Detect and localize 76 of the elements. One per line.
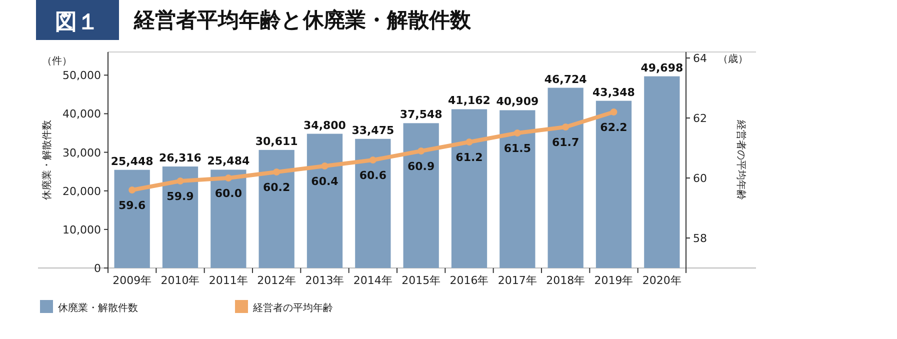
data-label: 60.2 [263,181,290,194]
y-axis-title: 休廃業・解散件数 [41,120,53,200]
point [562,124,570,130]
bar [355,138,391,268]
x-tick-label: 2010年 [160,274,200,287]
data-label: 46,724 [544,72,588,86]
point [176,178,184,184]
x-tick-label: 2016年 [450,274,489,287]
data-label: 25,484 [207,154,250,168]
y2-tick-label: 64 [693,52,707,65]
bar [500,110,536,268]
point [321,162,328,170]
x-tick-label: 2012年 [257,274,296,287]
point [418,148,425,154]
y-tick-label: 20,000 [62,184,101,198]
legend-label: 経営者の平均年齢 [252,302,333,314]
x-tick-label: 2015年 [402,274,441,287]
y2-tick-label: 62 [693,112,707,125]
x-tick-label: 2014年 [353,274,392,287]
bar [403,123,439,268]
point [466,138,473,146]
point [514,130,521,136]
chart-title: 経営者平均年齢と休廃業・解散件数 [133,8,472,32]
data-label: 34,800 [304,118,346,132]
bar [114,170,150,268]
data-label: 61.5 [504,142,531,155]
data-label: 60.6 [359,169,387,182]
x-tick-label: 2018年 [546,274,586,287]
y-tick-label: 0 [94,262,101,275]
data-label: 62.2 [600,121,628,134]
data-label: 43,348 [592,86,635,99]
text: （歳） [718,53,748,65]
data-label: 59.9 [166,190,194,203]
x-tick-label: 2013年 [305,274,344,287]
y2-axis-title: 経営者の平均年齢 [735,119,747,200]
data-label: 37,548 [400,108,442,122]
x-tick-label: 2020年 [642,274,682,287]
data-label: 61.7 [552,136,580,149]
bar [451,109,488,268]
data-label: 40,909 [496,95,539,108]
data-label: 60.9 [408,160,435,173]
point [128,186,136,194]
data-label: 61.2 [456,151,483,164]
y-tick-label: 40,000 [62,108,101,121]
bar [644,76,680,268]
point [224,174,232,182]
bar [258,150,294,268]
data-label: 25,448 [110,154,154,168]
y-tick-label: 30,000 [62,146,101,160]
y-tick-label: 50,000 [62,69,101,82]
data-label: 41,162 [448,94,490,108]
x-tick-label: 2017年 [498,274,537,287]
data-label: 59.6 [118,199,146,212]
bar [548,88,584,268]
y2-tick-label: 60 [693,172,707,185]
data-label: 60.4 [311,175,339,188]
bar [210,170,246,268]
y-tick-label: 10,000 [62,223,101,236]
bar [596,100,632,268]
x-tick-label: 2009年 [112,274,152,287]
point [369,156,376,164]
data-label: 26,316 [159,151,202,164]
data-label: 33,475 [352,124,394,137]
caption: 図１ [55,10,99,35]
point [273,168,280,176]
point [610,108,618,116]
x-tick-label: 2019年 [594,274,634,287]
legend-label: 休廃業・解散件数 [58,302,138,314]
bar [306,134,343,268]
data-label: 49,698 [640,61,684,74]
text: （件） [42,56,72,67]
y2-tick-label: 58 [693,232,707,245]
data-label: 30,611 [255,134,298,148]
x-tick-label: 2011年 [208,274,248,287]
bar [162,166,198,268]
data-label: 60.0 [214,187,242,200]
